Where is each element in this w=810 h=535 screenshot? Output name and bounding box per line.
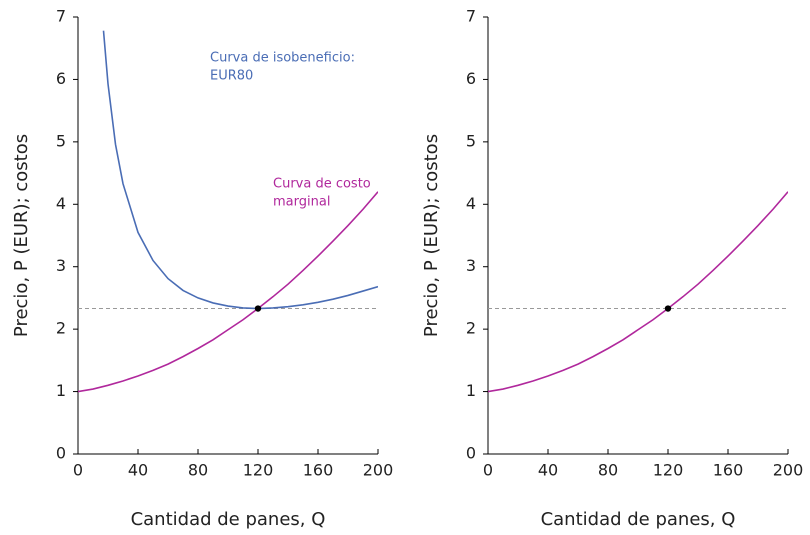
y-tick-label: 1 (466, 381, 476, 400)
curve (102, 30, 378, 310)
y-tick-label: 0 (56, 444, 66, 463)
annotation: Curva de isobeneficio: (210, 51, 355, 66)
y-tick-label: 6 (56, 69, 66, 88)
y-tick-label: 2 (56, 319, 66, 338)
x-tick-label: 120 (653, 461, 684, 480)
y-tick-label: 6 (466, 69, 476, 88)
x-tick-label: 40 (128, 461, 148, 480)
annotation: Curva de costo (273, 177, 371, 192)
y-tick-label: 4 (466, 194, 476, 213)
curve (78, 191, 378, 393)
x-tick-label: 200 (773, 461, 804, 480)
y-tick-label: 1 (56, 381, 66, 400)
y-tick-label: 3 (466, 256, 476, 275)
y-tick-label: 3 (56, 256, 66, 275)
x-tick-label: 120 (243, 461, 274, 480)
x-tick-label: 40 (538, 461, 558, 480)
panel: 0 1 2 3 4 5 6 7 0 40 80 120 160 200 Cantidad de panes,… (11, 7, 393, 531)
y-axis-label: Precio, P (EUR); costos (11, 134, 32, 337)
x-tick-label: 80 (188, 461, 208, 480)
annotation: marginal (273, 195, 330, 210)
y-tick-label: 7 (466, 7, 476, 26)
y-tick-label: 5 (466, 131, 476, 150)
x-tick-label: 160 (713, 461, 744, 480)
panel: 0 1 2 3 4 5 6 7 0 40 80 120 160 200 Cantidad de panes,… (421, 7, 803, 531)
annotation: EUR80 (210, 69, 253, 84)
point (664, 305, 672, 312)
x-axis-label: Cantidad de panes, Q (131, 509, 326, 530)
y-tick-label: 7 (56, 7, 66, 26)
y-tick-label: 5 (56, 131, 66, 150)
y-tick-label: 2 (466, 319, 476, 338)
x-tick-label: 80 (598, 461, 618, 480)
x-tick-label: 200 (363, 461, 394, 480)
x-tick-label: 0 (73, 461, 83, 480)
y-axis-label: Precio, P (EUR); costos (421, 134, 442, 337)
curve (488, 191, 788, 393)
x-axis-label: Cantidad de panes, Q (541, 509, 736, 530)
x-tick-label: 160 (303, 461, 334, 480)
y-tick-label: 0 (466, 444, 476, 463)
point (254, 305, 262, 312)
x-tick-label: 0 (483, 461, 493, 480)
y-tick-label: 4 (56, 194, 66, 213)
